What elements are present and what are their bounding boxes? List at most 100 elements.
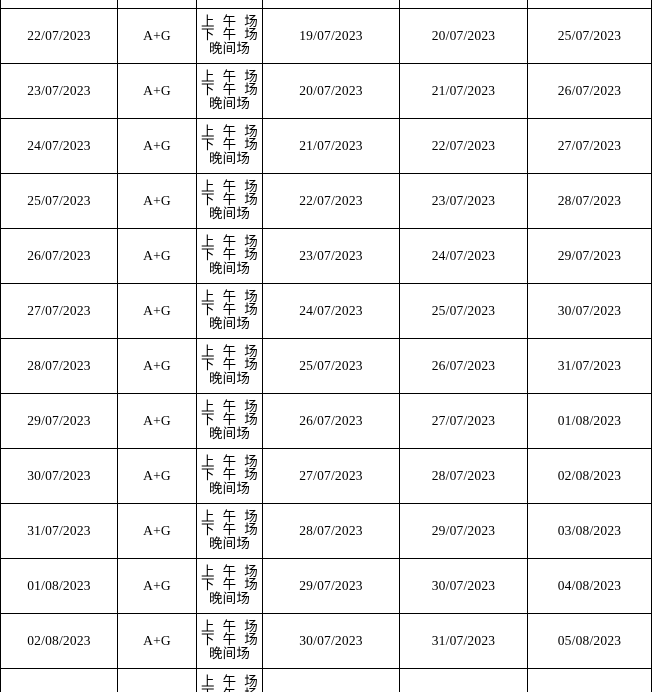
cell-open[interactable]: 25/07/2023: [262, 338, 400, 394]
cell-type[interactable]: A+G: [117, 8, 197, 64]
cell-open[interactable]: 26/07/2023: [262, 393, 400, 449]
table-row[interactable]: 01/08/2023 A+G 上午场 下午场 晚间场 29/07/2023 30/07/…: [0, 558, 652, 614]
cell-close[interactable]: 30/07/2023: [399, 558, 528, 614]
table-row[interactable]: 26/07/2023 A+G 上午场 下午场 晚间场 23/07/2023 24/07/…: [0, 228, 652, 284]
cell-settle[interactable]: [527, 668, 652, 692]
cell-settle[interactable]: 30/07/2023: [527, 283, 652, 339]
cell-open[interactable]: 22/07/2023: [262, 173, 400, 229]
cell-close[interactable]: 22/07/2023: [399, 118, 528, 174]
table-row[interactable]: 29/07/2023 A+G 上午场 下午场 晚间场 26/07/2023 27/07/…: [0, 393, 652, 449]
cell-sessions[interactable]: 上午场 下午场 晚间场: [196, 338, 263, 394]
cell-close[interactable]: 26/07/2023: [399, 338, 528, 394]
cell-date[interactable]: [0, 668, 118, 692]
cell-open[interactable]: 20/07/2023: [262, 63, 400, 119]
cell-settle[interactable]: 31/07/2023: [527, 338, 652, 394]
cell-settle[interactable]: [527, 0, 652, 9]
cell-sessions[interactable]: 上午场 下午场 晚间场: [196, 63, 263, 119]
cell-date[interactable]: 31/07/2023: [0, 503, 118, 559]
table-row[interactable]: 27/07/2023 A+G 上午场 下午场 晚间场 24/07/2023 25/07/…: [0, 283, 652, 339]
cell-date[interactable]: 24/07/2023: [0, 118, 118, 174]
cell-sessions[interactable]: 上午场 下午场 晚间场: [196, 448, 263, 504]
cell-settle[interactable]: 03/08/2023: [527, 503, 652, 559]
cell-settle[interactable]: 02/08/2023: [527, 448, 652, 504]
cell-open[interactable]: 30/07/2023: [262, 613, 400, 669]
cell-close[interactable]: 28/07/2023: [399, 448, 528, 504]
cell-type[interactable]: [117, 668, 197, 692]
cell-open[interactable]: 21/07/2023: [262, 118, 400, 174]
cell-sessions[interactable]: 上午场 下午场 晚间场: [196, 173, 263, 229]
cell-date[interactable]: 26/07/2023: [0, 228, 118, 284]
cell-sessions[interactable]: 上午场 下午场 晚间场: [196, 558, 263, 614]
cell-sessions[interactable]: 上午场 下午场 晚间场: [196, 8, 263, 64]
table-row[interactable]: 28/07/2023 A+G 上午场 下午场 晚间场 25/07/2023 26/07/…: [0, 338, 652, 394]
cell-type[interactable]: A+G: [117, 558, 197, 614]
table-row[interactable]: 22/07/2023 A+G 上午场 下午场 晚间场 19/07/2023 20/07/…: [0, 8, 652, 64]
cell-settle[interactable]: 05/08/2023: [527, 613, 652, 669]
cell-open[interactable]: 27/07/2023: [262, 448, 400, 504]
cell-open[interactable]: 28/07/2023: [262, 503, 400, 559]
cell-date[interactable]: 30/07/2023: [0, 448, 118, 504]
cell-type[interactable]: A+G: [117, 228, 197, 284]
cell-type[interactable]: A+G: [117, 118, 197, 174]
cell-close[interactable]: 21/07/2023: [399, 63, 528, 119]
cell-sessions[interactable]: 上午场 下午场 晚间场: [196, 613, 263, 669]
cell-sessions[interactable]: 上午场 下午场 晚间场: [196, 0, 263, 9]
cell-settle[interactable]: 28/07/2023: [527, 173, 652, 229]
table-row[interactable]: 02/08/2023 A+G 上午场 下午场 晚间场 30/07/2023 31/07/…: [0, 613, 652, 669]
table-row[interactable]: 30/07/2023 A+G 上午场 下午场 晚间场 27/07/2023 28/07/…: [0, 448, 652, 504]
cell-open[interactable]: 24/07/2023: [262, 283, 400, 339]
cell-type[interactable]: A+G: [117, 393, 197, 449]
cell-open[interactable]: [262, 668, 400, 692]
cell-date[interactable]: 28/07/2023: [0, 338, 118, 394]
cell-settle[interactable]: 27/07/2023: [527, 118, 652, 174]
cell-type[interactable]: A+G: [117, 338, 197, 394]
cell-date[interactable]: [0, 0, 118, 9]
cell-open[interactable]: 29/07/2023: [262, 558, 400, 614]
cell-sessions[interactable]: 上午场 下午场 晚间场: [196, 118, 263, 174]
table-row-clipped-top[interactable]: 上午场 下午场 晚间场: [0, 0, 652, 9]
cell-open[interactable]: [262, 0, 400, 9]
cell-close[interactable]: 23/07/2023: [399, 173, 528, 229]
cell-close[interactable]: [399, 0, 528, 9]
cell-sessions[interactable]: 上午场 下午场 晚间场: [196, 503, 263, 559]
cell-close[interactable]: [399, 668, 528, 692]
cell-sessions[interactable]: 上午场 下午场 晚间场: [196, 228, 263, 284]
cell-date[interactable]: 25/07/2023: [0, 173, 118, 229]
cell-sessions[interactable]: 上午场 下午场 晚间场: [196, 283, 263, 339]
cell-date[interactable]: 27/07/2023: [0, 283, 118, 339]
cell-date[interactable]: 02/08/2023: [0, 613, 118, 669]
cell-settle[interactable]: 01/08/2023: [527, 393, 652, 449]
cell-date[interactable]: 23/07/2023: [0, 63, 118, 119]
cell-close[interactable]: 25/07/2023: [399, 283, 528, 339]
cell-date[interactable]: 22/07/2023: [0, 8, 118, 64]
cell-close[interactable]: 20/07/2023: [399, 8, 528, 64]
cell-settle[interactable]: 29/07/2023: [527, 228, 652, 284]
cell-date[interactable]: 01/08/2023: [0, 558, 118, 614]
cell-type[interactable]: A+G: [117, 448, 197, 504]
cell-type[interactable]: [117, 0, 197, 9]
cell-type[interactable]: A+G: [117, 173, 197, 229]
cell-type[interactable]: A+G: [117, 503, 197, 559]
cell-settle[interactable]: 26/07/2023: [527, 63, 652, 119]
cell-sessions[interactable]: 上午场 下午场 晚间场: [196, 668, 263, 692]
cell-close[interactable]: 24/07/2023: [399, 228, 528, 284]
cell-settle[interactable]: 04/08/2023: [527, 558, 652, 614]
cell-type[interactable]: A+G: [117, 613, 197, 669]
cell-type[interactable]: A+G: [117, 283, 197, 339]
cell-settle[interactable]: 25/07/2023: [527, 8, 652, 64]
cell-close[interactable]: 29/07/2023: [399, 503, 528, 559]
cell-type[interactable]: A+G: [117, 63, 197, 119]
cell-sessions[interactable]: 上午场 下午场 晚间场: [196, 393, 263, 449]
cell-close[interactable]: 31/07/2023: [399, 613, 528, 669]
cell-open[interactable]: 19/07/2023: [262, 8, 400, 64]
cell-date[interactable]: 29/07/2023: [0, 393, 118, 449]
table-row[interactable]: 25/07/2023 A+G 上午场 下午场 晚间场 22/07/2023 23/07/…: [0, 173, 652, 229]
table-row-clipped-bottom[interactable]: 上午场 下午场 晚间场: [0, 668, 652, 692]
cell-close[interactable]: 27/07/2023: [399, 393, 528, 449]
table-row[interactable]: 31/07/2023 A+G 上午场 下午场 晚间场 28/07/2023 29/07/…: [0, 503, 652, 559]
table-row[interactable]: 23/07/2023 A+G 上午场 下午场 晚间场 20/07/2023 21/07/…: [0, 63, 652, 119]
cell-open[interactable]: 23/07/2023: [262, 228, 400, 284]
table-row[interactable]: 24/07/2023 A+G 上午场 下午场 晚间场 21/07/2023 22/07/…: [0, 118, 652, 174]
